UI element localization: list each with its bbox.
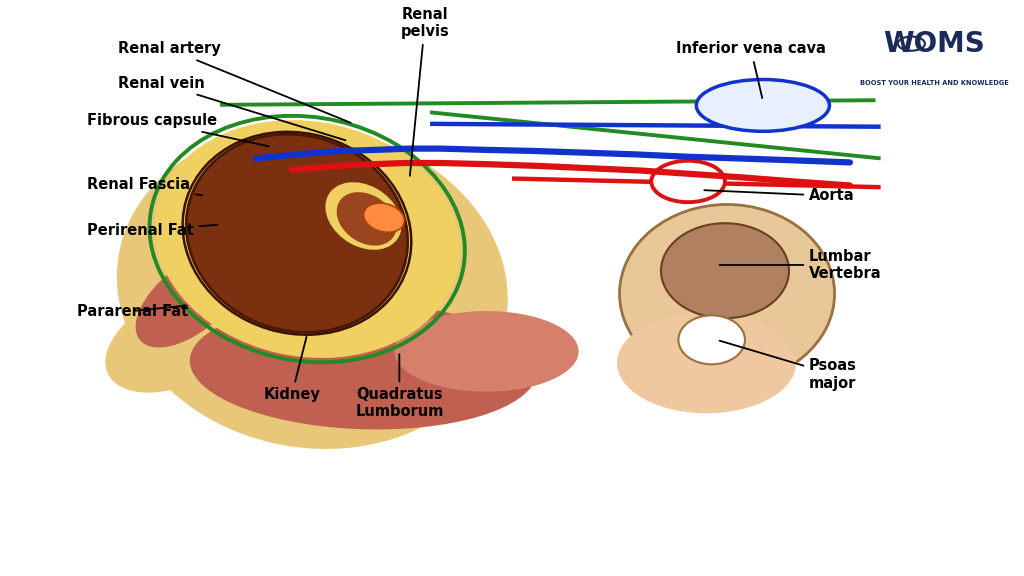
Ellipse shape — [186, 134, 408, 332]
Text: Inferior vena cava: Inferior vena cava — [676, 41, 825, 98]
Text: Renal
pelvis: Renal pelvis — [400, 7, 450, 176]
Ellipse shape — [364, 203, 404, 232]
Ellipse shape — [326, 182, 401, 250]
Ellipse shape — [616, 312, 797, 414]
Ellipse shape — [135, 252, 244, 347]
Text: Renal Fascia: Renal Fascia — [87, 177, 202, 195]
Ellipse shape — [337, 192, 396, 245]
Text: Quadratus
Lumborum: Quadratus Lumborum — [355, 354, 443, 419]
Ellipse shape — [696, 79, 829, 131]
Ellipse shape — [394, 311, 579, 392]
Text: Kidney: Kidney — [263, 337, 321, 402]
Ellipse shape — [662, 223, 788, 318]
Ellipse shape — [678, 315, 744, 364]
Text: Perirenal Fat: Perirenal Fat — [87, 223, 217, 238]
Text: Psoas
major: Psoas major — [720, 340, 857, 391]
Text: Lumbar
Vertebra: Lumbar Vertebra — [720, 249, 882, 281]
Text: Aorta: Aorta — [705, 188, 855, 203]
Text: Renal artery: Renal artery — [118, 41, 350, 123]
Text: Renal vein: Renal vein — [118, 76, 345, 141]
Text: Fibrous capsule: Fibrous capsule — [87, 113, 268, 146]
Ellipse shape — [105, 287, 253, 393]
Ellipse shape — [155, 120, 460, 358]
Ellipse shape — [117, 127, 508, 449]
Text: Pararenal Fat: Pararenal Fat — [77, 304, 188, 319]
Ellipse shape — [189, 302, 538, 430]
Circle shape — [651, 161, 725, 202]
Ellipse shape — [620, 204, 835, 383]
